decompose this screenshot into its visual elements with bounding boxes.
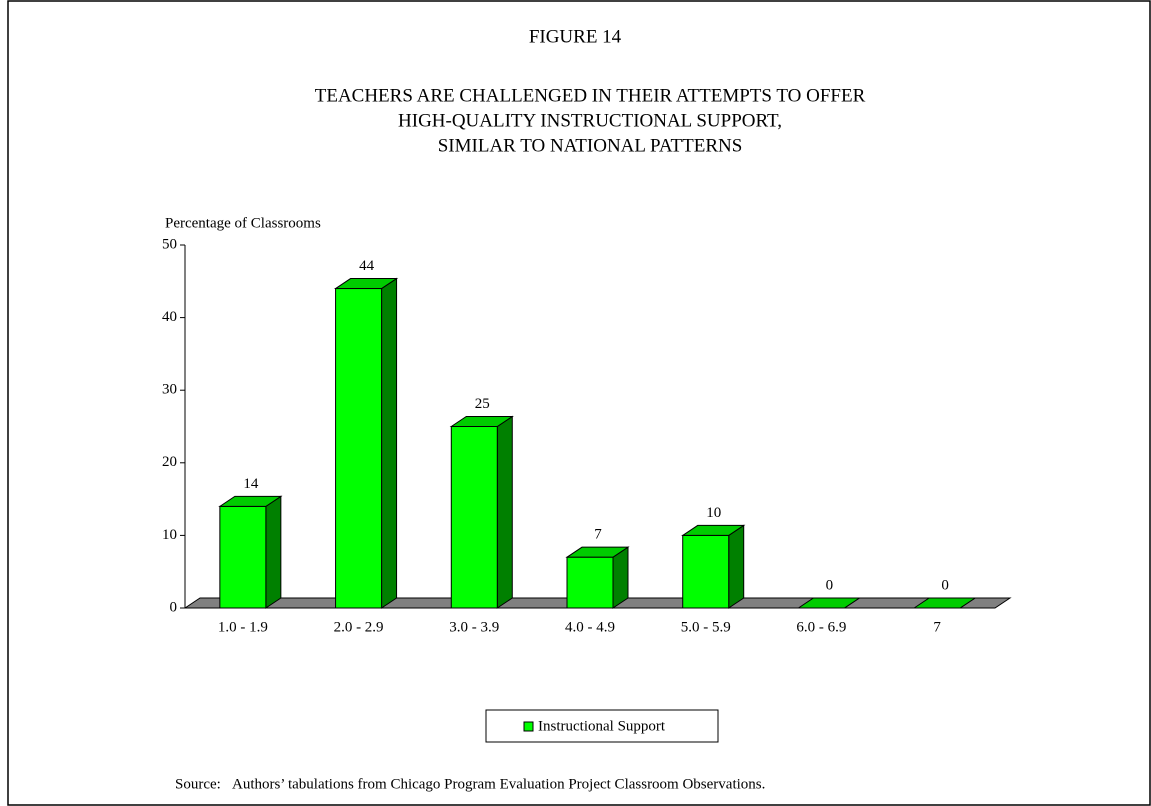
value-label: 25: [475, 396, 490, 412]
x-tick-label: 6.0 - 6.9: [796, 619, 846, 635]
x-tick-label: 1.0 - 1.9: [218, 619, 268, 635]
x-tick-label: 3.0 - 3.9: [449, 619, 499, 635]
bar-top: [218, 495, 283, 507]
source-label: Source:: [175, 776, 221, 792]
frame: [7, 0, 1151, 806]
x-tick-label: 4.0 - 4.9: [565, 619, 615, 635]
bar-side: [381, 277, 398, 609]
y-axis-label: Percentage of Classrooms: [165, 215, 321, 231]
value-label: 10: [706, 505, 721, 521]
bar: [335, 288, 383, 609]
bar-top: [333, 278, 399, 290]
x-tick-label: 5.0 - 5.9: [681, 619, 731, 635]
y-tick-label: 0: [170, 599, 178, 615]
bar-side: [728, 524, 745, 609]
y-tick-label: 20: [162, 454, 177, 470]
y-tick-label: 30: [162, 382, 177, 398]
chart-title: HIGH-QUALITY INSTRUCTIONAL SUPPORT,: [398, 110, 782, 131]
chart-title: SIMILAR TO NATIONAL PATTERNS: [438, 135, 743, 156]
y-tick-label: 10: [162, 527, 177, 543]
bar-side: [612, 546, 629, 609]
legend-label: Instructional Support: [538, 718, 666, 734]
source: Authors’ tabulations from Chicago Progra…: [232, 776, 765, 792]
figure-label: FIGURE 14: [529, 26, 622, 47]
bar-top: [449, 416, 514, 427]
bar: [450, 426, 498, 609]
bar-top: [681, 524, 746, 536]
value-label: 7: [594, 527, 602, 543]
bar: [219, 505, 267, 609]
x-tick-label: 7: [933, 619, 941, 635]
bar-top: [565, 546, 630, 558]
x-tick-label: 2.0 - 2.9: [334, 619, 384, 635]
value-label: 0: [941, 577, 949, 593]
bar: [566, 556, 614, 609]
bar-top: [912, 597, 977, 609]
y-tick-label: 40: [162, 309, 177, 325]
bar-top: [796, 597, 862, 609]
bar: [682, 534, 730, 609]
value-label: 14: [243, 476, 259, 492]
value-label: 44: [359, 258, 375, 274]
bar-side: [496, 415, 513, 609]
legend-swatch: [523, 721, 534, 732]
bar-side: [265, 495, 282, 609]
y-tick-label: 50: [162, 236, 177, 252]
chart-title: TEACHERS ARE CHALLENGED IN THEIR ATTEMPT…: [315, 85, 866, 106]
value-label: 0: [826, 577, 834, 593]
